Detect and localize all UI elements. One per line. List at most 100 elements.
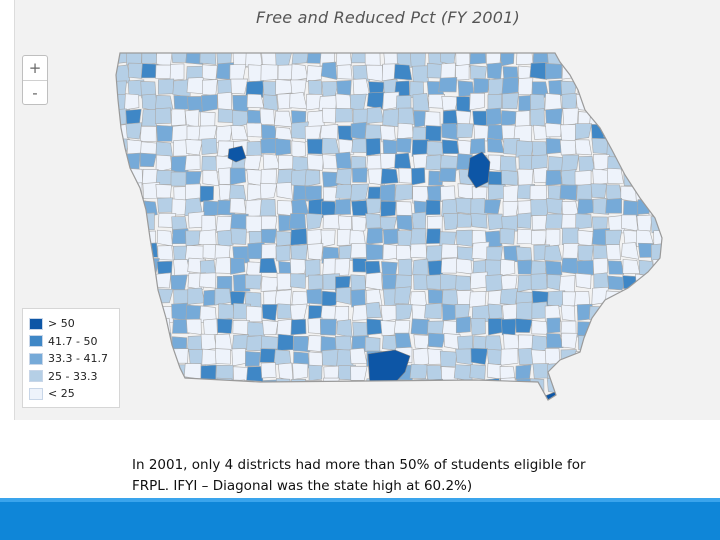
district-shape: [128, 200, 146, 217]
district-shape: [171, 364, 187, 381]
zoom-control: + -: [22, 55, 48, 105]
district-shape: [636, 288, 654, 306]
district-shape: [561, 154, 580, 173]
district-shape: [306, 138, 324, 155]
district-shape: [141, 347, 160, 366]
district-shape: [116, 124, 129, 141]
legend-label: 33.3 - 41.7: [48, 352, 108, 366]
map-legend: > 50 41.7 - 50 33.3 - 41.7 25 - 33.3 < 25: [22, 308, 120, 408]
district-shape: [124, 93, 140, 111]
district-shape: [116, 228, 132, 246]
district-shape: [652, 258, 662, 276]
district-shape: [231, 348, 247, 367]
district-shape: [648, 183, 662, 202]
district-shape: [246, 122, 262, 138]
district-shape: [290, 63, 308, 82]
district-shape: [412, 392, 429, 400]
district-shape: [500, 348, 519, 366]
zoom-in-button[interactable]: +: [23, 56, 47, 80]
district-shape: [591, 137, 609, 155]
district-shape: [574, 170, 592, 187]
district-shape: [544, 245, 563, 261]
district-shape: [366, 91, 386, 110]
district-shape: [413, 274, 430, 291]
district-shape: [592, 395, 610, 400]
district-shape: [606, 167, 624, 184]
district-shape: [306, 394, 325, 400]
district-shape: [560, 363, 579, 383]
district-shape: [591, 79, 608, 96]
district-shape: [157, 78, 175, 95]
district-shape: [142, 318, 158, 336]
district-shape: [574, 123, 593, 140]
district-shape: [141, 334, 161, 351]
district-shape: [607, 108, 622, 123]
district-shape: [425, 245, 445, 264]
district-shape: [321, 349, 339, 367]
district-shape: [605, 93, 623, 113]
district-shape: [304, 259, 321, 278]
district-shape: [619, 320, 638, 336]
legend-label: 25 - 33.3: [48, 369, 98, 383]
district-shape: [336, 319, 353, 338]
district-shape: [229, 63, 247, 81]
district-shape: [532, 395, 549, 400]
district-shape: [262, 81, 278, 96]
district-shape: [156, 53, 173, 68]
district-shape: [485, 274, 503, 292]
district-shape: [439, 350, 457, 367]
district-shape: [653, 380, 662, 398]
district-shape: [545, 213, 564, 229]
district-shape: [427, 289, 443, 304]
district-shape: [349, 229, 366, 245]
district-shape: [485, 107, 503, 127]
district-shape: [560, 124, 578, 142]
district-shape: [246, 141, 263, 158]
district-shape: [560, 396, 578, 400]
district-shape: [634, 167, 652, 186]
district-shape: [275, 79, 293, 95]
district-shape: [545, 260, 563, 277]
district-shape: [622, 53, 640, 67]
district-shape: [116, 183, 129, 200]
district-shape: [116, 260, 128, 277]
district-shape: [185, 378, 203, 396]
district-shape: [441, 289, 459, 307]
district-shape: [364, 336, 381, 353]
district-shape: [530, 94, 546, 111]
district-shape: [605, 198, 623, 214]
district-shape: [425, 154, 443, 171]
district-shape: [621, 123, 639, 140]
district-shape: [531, 320, 549, 335]
district-shape: [289, 391, 309, 400]
district-shape: [170, 171, 189, 187]
district-shape: [217, 79, 233, 95]
district-shape: [604, 393, 623, 400]
district-shape: [530, 108, 545, 127]
district-shape: [140, 304, 160, 322]
legend-swatch: [29, 370, 43, 383]
district-shape: [652, 110, 662, 127]
zoom-out-button[interactable]: -: [23, 80, 47, 103]
district-shape: [545, 229, 561, 247]
district-shape: [413, 334, 431, 349]
district-shape: [262, 153, 281, 170]
district-shape: [141, 242, 159, 258]
district-shape: [349, 347, 368, 364]
district-shape: [394, 274, 412, 291]
district-shape: [365, 394, 383, 400]
iowa-district-map[interactable]: [0, 0, 720, 420]
district-shape: [605, 363, 623, 380]
district-shape: [260, 228, 278, 244]
district-shape: [442, 109, 459, 126]
district-shape: [202, 169, 220, 187]
district-shape: [650, 66, 662, 83]
district-shape: [440, 257, 458, 274]
district-shape: [456, 213, 473, 228]
district-shape: [589, 62, 607, 81]
district-shape: [544, 93, 562, 111]
district-shape: [141, 381, 159, 397]
district-shape: [308, 351, 323, 367]
district-shape: [483, 199, 502, 215]
district-shape: [127, 319, 145, 336]
